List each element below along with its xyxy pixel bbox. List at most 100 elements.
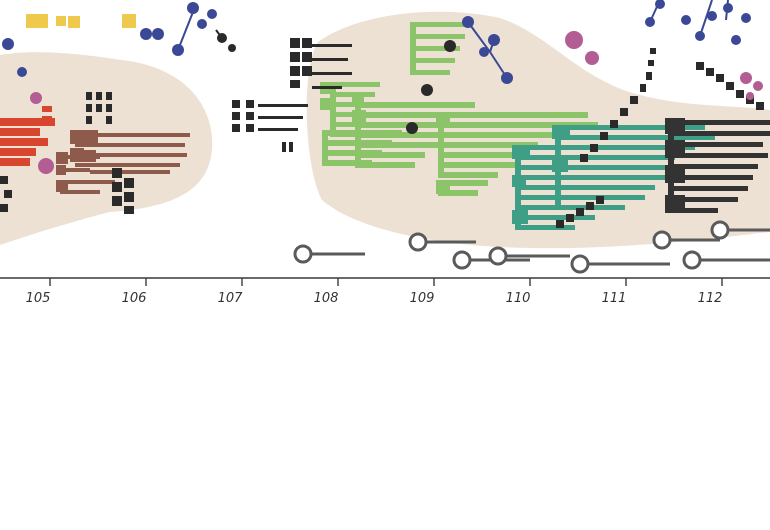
green-square [436, 180, 450, 194]
green-comb-b-bar [330, 122, 378, 127]
black-square [576, 208, 584, 216]
axis-tick-label: 105 [26, 291, 51, 306]
green-comb-c-bar [355, 112, 495, 118]
ring-marker [488, 246, 508, 266]
black-dot [406, 122, 418, 134]
yellow-square [38, 14, 48, 28]
black-bar [312, 72, 352, 75]
green-comb-d-bar [438, 112, 588, 118]
pink-dot [753, 81, 763, 91]
green-square [436, 112, 450, 126]
black-square [302, 52, 312, 62]
teal-comb-b-bar [555, 175, 665, 180]
dark-comb-a-bar [668, 120, 770, 125]
brown-square [84, 130, 98, 144]
black-bar [258, 128, 298, 131]
green-comb-c-bar [355, 162, 415, 168]
brown-bar [75, 153, 187, 157]
brown-square [56, 180, 68, 192]
axis-tick-label: 107 [218, 291, 244, 306]
navy-dot [501, 72, 513, 84]
axis-tick-label: 112 [698, 291, 723, 306]
black-square [736, 90, 744, 98]
black-square [246, 112, 254, 120]
black-square [610, 120, 618, 128]
black-square [124, 206, 134, 214]
green-comb-a-bar [410, 70, 450, 75]
axis-tick-label: 108 [314, 291, 339, 306]
green-comb-a [410, 22, 470, 75]
navy-dot [479, 47, 489, 57]
black-square [716, 74, 724, 82]
black-dot [228, 44, 236, 52]
black-square [556, 220, 564, 228]
black-square [630, 96, 638, 104]
navy-dot [197, 19, 207, 29]
black-square [650, 48, 656, 54]
black-bar [258, 116, 303, 119]
black-square [124, 192, 134, 202]
navy-dot [731, 35, 741, 45]
green-comb-e-spine [322, 130, 328, 166]
black-square [124, 178, 134, 188]
black-link [215, 29, 223, 39]
black-square [580, 154, 588, 162]
black-square [106, 116, 112, 124]
green-comb-c-bar [355, 152, 425, 158]
green-comb-a-bar [410, 46, 460, 51]
navy-dot [172, 44, 184, 56]
dark-comb-a-bar [668, 175, 753, 180]
green-square [320, 98, 332, 110]
ring-marker [682, 250, 702, 270]
black-square [0, 176, 8, 184]
brown-bar [90, 170, 170, 174]
black-square [646, 72, 652, 80]
green-square [352, 110, 366, 124]
dark-comb-a-bar [668, 164, 758, 169]
green-comb-d-bar [438, 152, 528, 158]
black-square [4, 190, 12, 198]
black-square [726, 82, 734, 90]
red-bar [0, 118, 55, 126]
brown-bar [75, 133, 190, 137]
black-square [112, 196, 122, 206]
green-comb-c-bar [355, 132, 465, 138]
black-square [282, 142, 286, 152]
axis-tick-label: 110 [506, 291, 531, 306]
red-series [0, 106, 55, 166]
black-square [112, 182, 122, 192]
teal-comb-b-bar [555, 125, 705, 130]
black-square [96, 92, 102, 100]
black-square [586, 202, 594, 210]
navy-dot [187, 2, 199, 14]
ring-marker [408, 232, 428, 252]
dark-comb-a-bar [668, 186, 748, 191]
brown-bar [60, 190, 100, 194]
green-comb-c-bar [355, 102, 475, 108]
navy-dot [2, 38, 14, 50]
navy-dot [741, 13, 751, 23]
brown-square [84, 150, 96, 162]
green-comb-d-bar [438, 172, 498, 178]
navy-link [177, 11, 194, 51]
green-comb-c-bar [355, 142, 445, 148]
green-comb-e-bar [322, 150, 382, 156]
dark-square [665, 165, 685, 183]
red-bar [42, 106, 52, 112]
brown-bar [60, 180, 115, 184]
brown-series [56, 130, 190, 194]
navy-link [699, 0, 713, 37]
black-square [302, 66, 312, 76]
navy-dot-network [2, 0, 751, 84]
teal-comb-b-bar [555, 155, 675, 160]
red-bar [42, 116, 52, 122]
pink-dot [565, 31, 583, 49]
black-square [290, 38, 300, 48]
black-bar [312, 58, 348, 61]
black-square [0, 204, 8, 212]
navy-dot [645, 17, 655, 27]
axis-tick-label: 106 [122, 291, 147, 306]
green-comb-e-bar [322, 160, 372, 166]
green-comb-e-bar [322, 130, 402, 136]
green-comb-a-bar [410, 34, 465, 39]
